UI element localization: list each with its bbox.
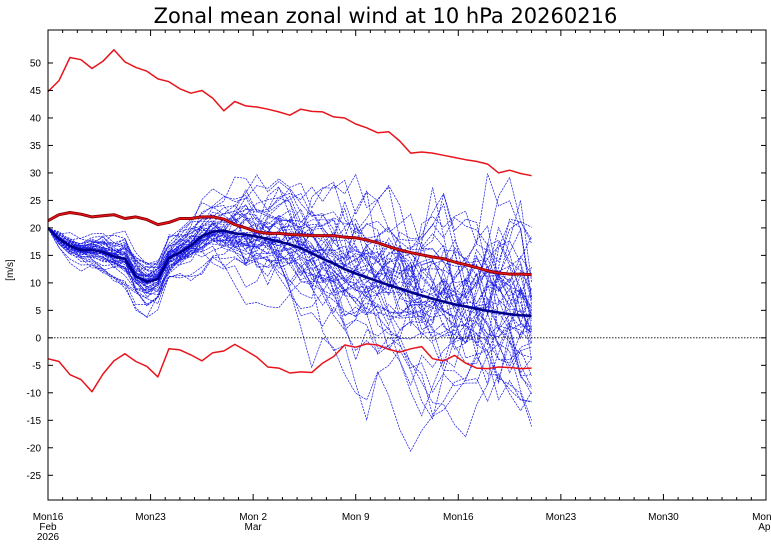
y-tick-label: 10	[30, 278, 42, 289]
ensemble-member-line	[48, 187, 532, 316]
ensemble-member-line	[48, 227, 532, 340]
ensemble-member-line	[48, 173, 532, 306]
x-tick-label: Feb	[39, 522, 57, 533]
y-tick-label: 15	[30, 251, 42, 262]
ensemble-member-line	[48, 227, 532, 416]
y-tick-label: 35	[30, 141, 42, 152]
x-tick-label: Mon23	[135, 512, 166, 523]
ensemble-layer	[48, 173, 532, 452]
ensemble-member-line	[48, 227, 532, 359]
ensemble-member-line	[48, 178, 532, 286]
ensemble-member-line	[48, 192, 532, 309]
ensemble-member-line	[48, 213, 532, 319]
x-tick-label: Mon16	[443, 512, 474, 523]
y-tick-label: 45	[30, 86, 42, 97]
x-tick-label: Mar	[245, 522, 263, 533]
y-tick-label: 5	[35, 306, 41, 317]
y-tick-label: 50	[30, 58, 42, 69]
x-tick-label: Mon30	[648, 512, 679, 523]
ensemble-member-line	[48, 208, 532, 321]
chart-title: Zonal mean zonal wind at 10 hPa 20260216	[154, 4, 618, 28]
ensemble-member-line	[48, 221, 532, 325]
y-axis-label: [m/s]	[5, 259, 16, 281]
series-layer	[48, 49, 532, 393]
y-tick-label: 25	[30, 196, 42, 207]
ensemble-member-line	[48, 225, 532, 427]
ensemble-member-line	[48, 227, 532, 402]
series-line-historical-maximum	[48, 49, 532, 177]
ensemble-member-line	[48, 173, 532, 280]
ensemble-member-line	[48, 217, 532, 344]
ensemble-member-line	[48, 227, 532, 452]
ensemble-member-line	[48, 211, 532, 338]
ensemble-member-line	[48, 218, 532, 387]
ensemble-member-line	[48, 228, 532, 374]
x-tick-label: Mon23	[546, 512, 577, 523]
y-tick-label: 0	[35, 333, 41, 344]
y-tick-label: 20	[30, 223, 42, 234]
ensemble-member-line	[48, 197, 532, 301]
ensemble-member-line	[48, 186, 532, 331]
y-tick-label: -25	[27, 471, 42, 482]
ensemble-member-line	[48, 227, 532, 412]
ensemble-member-line	[48, 227, 532, 328]
y-tick-label: 30	[30, 168, 42, 179]
y-axis: -25 -20 -15 -10 -5 0 5 10 15 20 25 30 35 40 45 50	[27, 58, 766, 482]
ensemble-member-line	[48, 227, 532, 417]
x-tick-label: Apr	[758, 522, 771, 533]
ensemble-member-line	[48, 223, 532, 374]
ensemble-mean-line	[48, 226, 532, 318]
ensemble-member-line	[48, 228, 532, 422]
y-tick-label: -10	[27, 388, 42, 399]
series-line-climatology-red-overlay	[48, 211, 532, 276]
x-tick-label: Mon 6	[752, 512, 771, 523]
y-tick-label: -20	[27, 443, 42, 454]
x-tick-label: Mon16	[33, 512, 64, 523]
x-tick-label: Mon 9	[342, 512, 370, 523]
y-tick-label: 40	[30, 113, 42, 124]
ensemble-member-line	[48, 228, 532, 438]
y-tick-label: -5	[32, 361, 41, 372]
ensemble-member-line	[48, 217, 532, 346]
ensemble-member-line	[48, 210, 532, 305]
plot-frame	[47, 29, 767, 501]
y-tick-label: -15	[27, 416, 42, 427]
ensemble-member-line	[48, 227, 532, 355]
x-tick-label: Mon 2	[239, 512, 267, 523]
series-line-historical-minimum	[48, 343, 532, 393]
x-tick-label: 2026	[37, 532, 60, 543]
ensemble-member-line	[48, 174, 532, 330]
